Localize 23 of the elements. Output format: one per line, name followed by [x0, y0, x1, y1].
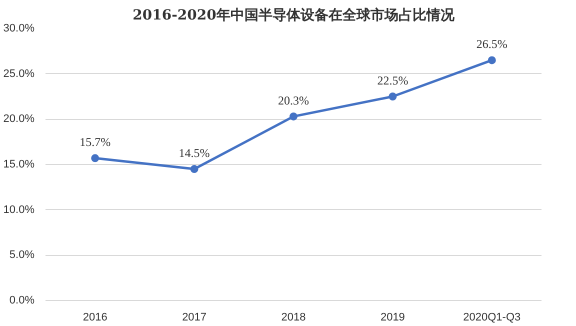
x-tick-label: 2017 — [182, 312, 207, 324]
y-tick-label: 5.0% — [9, 249, 35, 262]
data-label: 22.5% — [377, 74, 408, 88]
point — [388, 92, 397, 100]
y-tick-label: 0.0% — [9, 294, 35, 306]
point — [190, 165, 198, 174]
x-tick-label: 2018 — [281, 312, 306, 324]
y-tick-label: 30.0% — [3, 22, 35, 34]
y-tick-label: 20.0% — [3, 113, 35, 126]
point — [91, 154, 100, 162]
x-tick-label: 2020Q1-Q3 — [463, 312, 521, 324]
data-label: 15.7% — [80, 135, 111, 150]
y-tick-label: 15.0% — [3, 158, 35, 170]
point — [488, 56, 496, 64]
x-tick-label: 2019 — [380, 312, 405, 324]
chart-title: 2016-2020年中国半导体设备在全球市场占比情况 — [132, 6, 456, 24]
y-tick-label: 10.0% — [3, 204, 35, 216]
data-label: 26.5% — [476, 37, 508, 52]
data-label: 14.5% — [178, 146, 210, 160]
data-label: 20.3% — [278, 93, 309, 108]
y-tick-label: 25.0% — [3, 68, 35, 80]
point — [290, 112, 298, 120]
x-tick-label: 2016 — [82, 312, 108, 324]
